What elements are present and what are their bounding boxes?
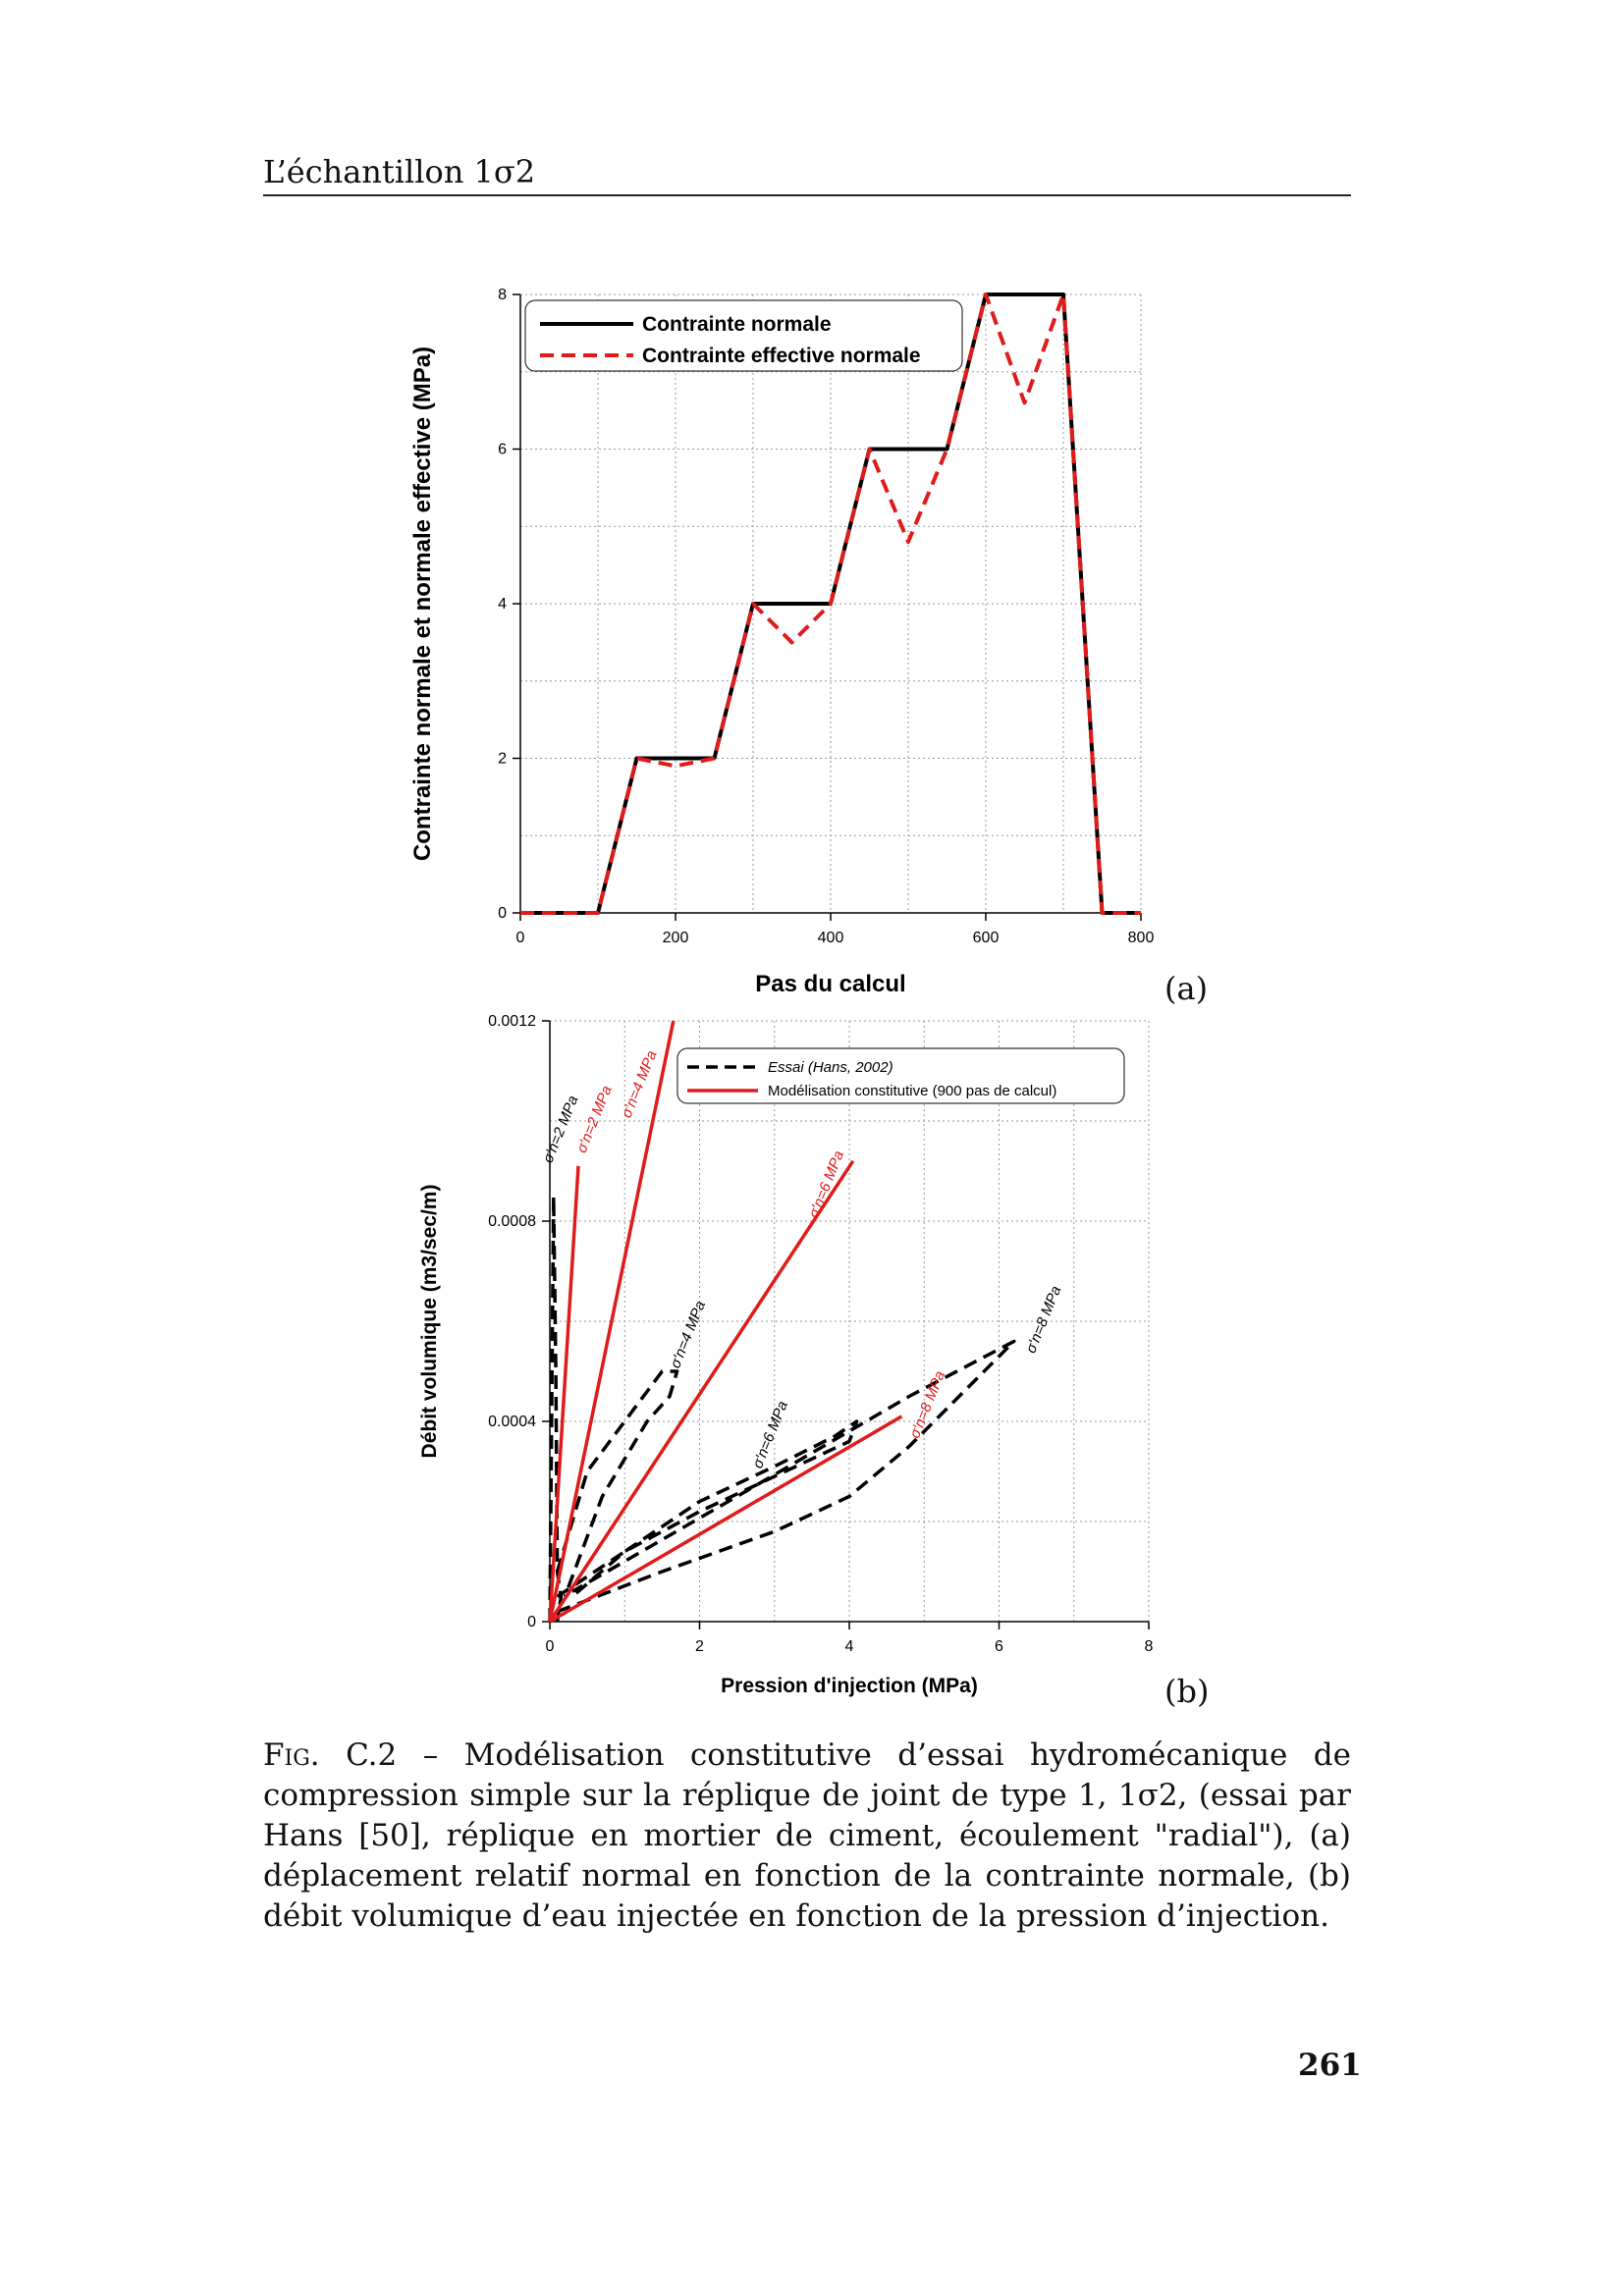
chart-b-x-tick-label: 6 bbox=[995, 1638, 1003, 1655]
caption-text: Modélisation constitutive d’essai hydrom… bbox=[263, 1737, 1352, 1934]
chart-a-x-label: Pas du calcul bbox=[755, 971, 905, 997]
caption-fig-label: Fig. C.2 – bbox=[263, 1737, 439, 1773]
chart-a-x-tick-label: 400 bbox=[818, 930, 844, 946]
chart-b-x-label: Pression d'injection (MPa) bbox=[721, 1675, 978, 1697]
chart-b-y-tick-label: 0.0008 bbox=[488, 1213, 536, 1230]
chart-b-x-tick-label: 0 bbox=[546, 1638, 555, 1655]
chart-a-y-label: Contrainte normale et normale effective … bbox=[409, 347, 436, 861]
chart-a-y-tick-label: 0 bbox=[498, 905, 507, 922]
running-header: L’échantillon 1σ2 bbox=[263, 153, 536, 190]
chart-b-y-tick-label: 0.0004 bbox=[488, 1414, 536, 1430]
chart-b-y-tick-label: 0 bbox=[527, 1614, 536, 1630]
subfigure-label-a: (a) bbox=[1164, 970, 1209, 1007]
chart-a: 0 200 400 600 800 0 2 4 6 8 Pas du calcul Contraint… bbox=[409, 287, 1155, 997]
chart-b-x-tick-label: 4 bbox=[845, 1638, 854, 1655]
chart-a-x-tick-label: 0 bbox=[516, 930, 525, 946]
chart-b-series-2-segment-2 bbox=[548, 1020, 676, 1623]
chart-b-x-tick-label: 8 bbox=[1145, 1638, 1154, 1655]
header-rule bbox=[263, 194, 1351, 196]
chart-b-series-1-segment-1 bbox=[548, 1194, 564, 1623]
chart-a-legend-label: Contrainte normale bbox=[642, 313, 832, 336]
chart-b-annotation: σ'n=6 MPa bbox=[805, 1148, 847, 1220]
chart-b-annotation: σ'n=8 MPa bbox=[1022, 1284, 1064, 1356]
chart-b-x-tick-label: 2 bbox=[695, 1638, 704, 1655]
chart-b-series-1-segment-3 bbox=[556, 1419, 859, 1598]
chart-b-legend-label: Modélisation constitutive (900 pas de ca… bbox=[768, 1083, 1056, 1099]
chart-b-series-1-segment-4 bbox=[556, 1339, 1016, 1614]
chart-a-y-tick-label: 2 bbox=[498, 751, 507, 768]
chart-a-x-tick-label: 600 bbox=[973, 930, 1000, 946]
chart-b-series-2-segment-1 bbox=[548, 1165, 580, 1623]
chart-b-y-tick-label: 0.0012 bbox=[488, 1013, 536, 1030]
chart-b-series-2-segment-3 bbox=[548, 1159, 855, 1623]
chart-b-series-2-segment-4 bbox=[549, 1415, 903, 1624]
page-number: 261 bbox=[1298, 2048, 1362, 2083]
chart-a-y-tick-label: 4 bbox=[498, 596, 507, 613]
subfigure-label-b: (b) bbox=[1164, 1673, 1210, 1710]
chart-a-series-2-line bbox=[520, 293, 1141, 915]
chart-a-x-tick-label: 200 bbox=[663, 930, 689, 946]
chart-b-legend-box bbox=[676, 1047, 1125, 1104]
chart-b-annotation: σ'n=2 MPa bbox=[573, 1084, 616, 1155]
chart-b-y-label: Débit volumique (m3/sec/m) bbox=[418, 1185, 441, 1459]
chart-b-series-1-segment-2 bbox=[555, 1369, 679, 1598]
chart-a-legend-box bbox=[524, 299, 963, 372]
figure-caption: Fig. C.2 – Modélisation constitutive d’e… bbox=[263, 1735, 1351, 1937]
chart-b-annotation: σ'n=2 MPa bbox=[540, 1094, 582, 1165]
chart-a-y-tick-label: 8 bbox=[498, 287, 507, 303]
chart-a-x-tick-label: 800 bbox=[1128, 930, 1155, 946]
chart-b-legend-label: Essai (Hans, 2002) bbox=[768, 1059, 893, 1076]
chart-a-legend-label: Contrainte effective normale bbox=[642, 345, 921, 367]
chart-b-annotation: σ'n=4 MPa bbox=[667, 1299, 709, 1370]
chart-a-y-tick-label: 6 bbox=[498, 442, 507, 458]
